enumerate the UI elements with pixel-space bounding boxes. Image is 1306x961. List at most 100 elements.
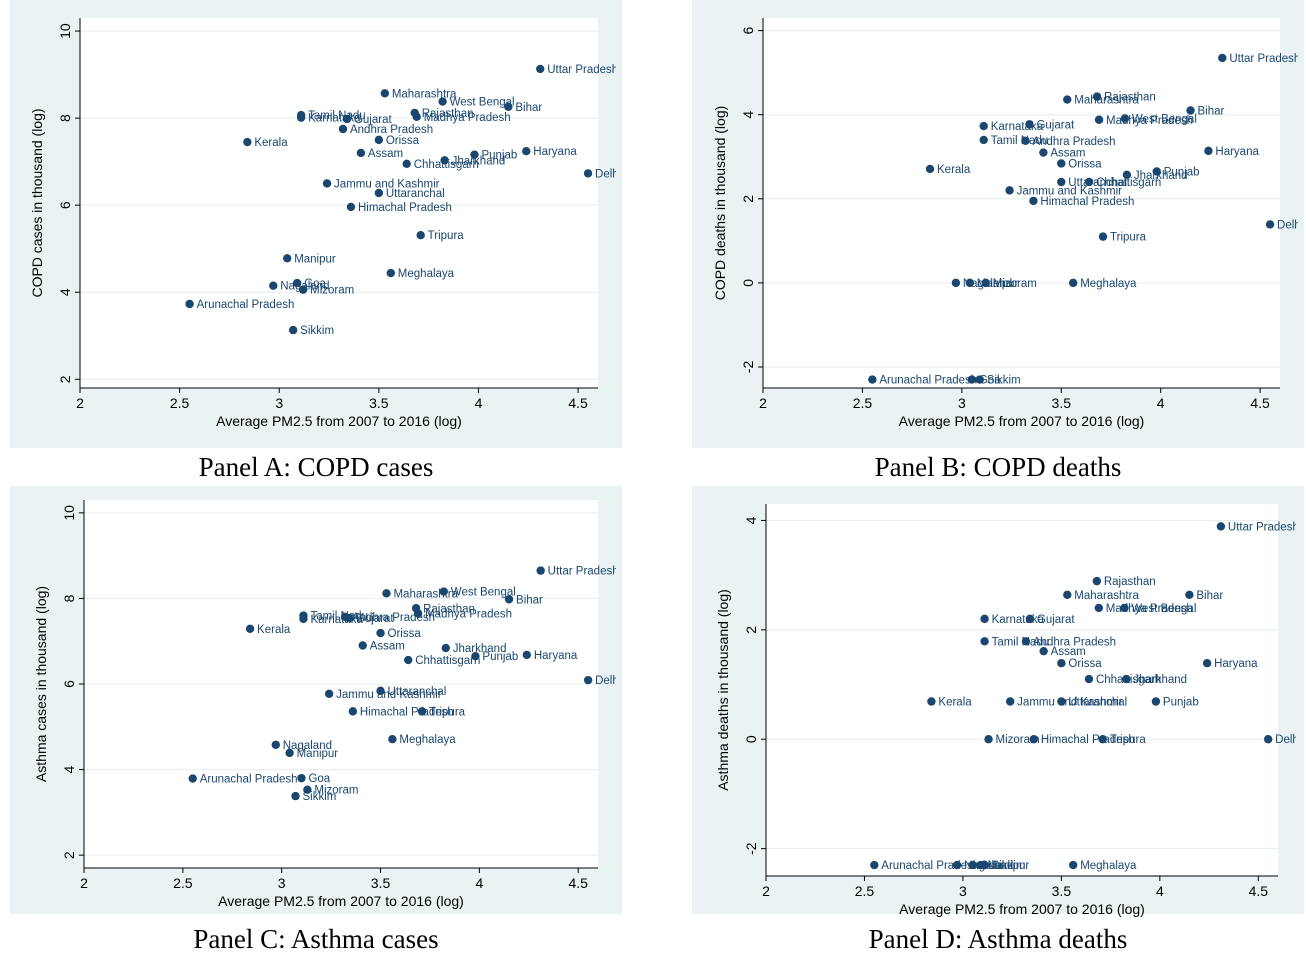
- data-point: [388, 735, 397, 744]
- data-point: [1120, 114, 1130, 123]
- data-point-label: Punjab: [481, 150, 517, 162]
- data-point: [979, 135, 988, 145]
- panel-c: 2 2.5 3 3.5 4 4.5 2 4 6 8 10 Average PM2.5 from 200…: [10, 486, 622, 914]
- data-point: [1092, 576, 1102, 586]
- data-point-label: West Bengal: [1131, 603, 1196, 615]
- data-point: [1039, 646, 1048, 656]
- data-point-label: Kerala: [257, 624, 291, 636]
- y-tick-label: 4: [740, 111, 756, 119]
- data-point: [376, 628, 385, 638]
- data-point-label: Goa: [979, 375, 1001, 387]
- data-point-label: Gujarat: [1036, 119, 1075, 131]
- data-point: [981, 278, 990, 288]
- data-point-label: West Bengal: [1132, 113, 1197, 125]
- data-point: [980, 637, 989, 646]
- data-point-label: Maharashtra: [1074, 590, 1139, 602]
- data-point-label: Maharashtra: [392, 88, 457, 100]
- y-tick-label: 8: [57, 114, 73, 122]
- data-point: [356, 148, 366, 158]
- y-tick-label: 8: [61, 594, 77, 602]
- panel-b: 2 2.5 3 3.5 4 4.5 -2 0 2 4 6 Average PM2.5 from 200…: [692, 0, 1304, 448]
- data-point-label: Bihar: [515, 102, 542, 114]
- data-point: [346, 202, 356, 212]
- data-point: [439, 587, 448, 596]
- data-point-label: Jammu and Kashmir: [1017, 185, 1123, 197]
- y-tick-label: 4: [743, 516, 759, 524]
- data-point: [1216, 522, 1226, 531]
- data-point: [927, 697, 936, 706]
- data-point-label: Goa: [308, 773, 330, 785]
- data-point-label: Nagaland: [283, 740, 332, 752]
- data-point-label: Gujarat: [1037, 614, 1076, 626]
- x-axis-title: Average PM2.5 from 2007 to 2016 (log): [899, 901, 1145, 917]
- data-point-label: Haryana: [1214, 658, 1258, 670]
- y-tick-label: 10: [61, 505, 77, 521]
- x-tick-label: 4.5: [1249, 883, 1269, 899]
- data-point: [413, 609, 423, 618]
- scatter-chart-c: 2 2.5 3 3.5 4 4.5 2 4 6 8 10 Average PM2.5 from 200…: [33, 500, 621, 909]
- x-tick-label: 4: [475, 875, 483, 891]
- data-point: [322, 179, 332, 188]
- data-point-label: Mizoram: [314, 785, 358, 797]
- data-point-label: Uttaranchal: [1068, 696, 1127, 708]
- x-tick-label: 2: [762, 883, 770, 899]
- y-tick-label: -2: [743, 842, 759, 855]
- data-point: [386, 268, 395, 278]
- data-point: [470, 150, 479, 159]
- y-tick-label: 2: [57, 375, 73, 383]
- data-point: [1029, 735, 1039, 744]
- data-point-label: Delhi: [595, 675, 621, 687]
- x-tick-label: 4: [1157, 395, 1165, 411]
- data-points: Uttar Pradesh Rajasthan Maharashtra Bihar Ma…: [870, 521, 1301, 872]
- data-point-label: Mizoram: [996, 734, 1040, 746]
- data-point-label: Rajasthan: [423, 603, 475, 615]
- data-point-label: Goa: [304, 278, 326, 290]
- data-point-label: Sikkim: [303, 791, 337, 803]
- y-tick-label: 6: [57, 201, 73, 209]
- data-point: [412, 112, 421, 122]
- chart-area-b: 2 2.5 3 3.5 4 4.5 -2 0 2 4 6 Average PM2.5 from 200…: [692, 0, 1304, 448]
- panel-caption-d: Panel D: Asthma deaths: [868, 924, 1128, 954]
- x-tick-label: 3: [958, 395, 966, 411]
- data-point-label: Haryana: [533, 146, 577, 158]
- data-point: [925, 164, 935, 174]
- data-point-label: Himachal Pradesh: [358, 202, 452, 214]
- data-point: [1092, 92, 1102, 101]
- data-point: [344, 613, 354, 623]
- data-point: [1057, 658, 1066, 668]
- data-point-label: Jharkhand: [453, 643, 507, 655]
- data-point: [417, 707, 427, 716]
- data-point-label: Delhi: [1275, 734, 1301, 746]
- data-point-label: Orissa: [1068, 158, 1102, 170]
- data-point: [980, 614, 989, 624]
- x-tick-label: 2.5: [853, 395, 873, 411]
- data-point: [382, 589, 391, 598]
- data-point: [868, 375, 877, 384]
- data-point-label: Himachal Pradesh: [360, 706, 454, 718]
- y-tick-label: 4: [57, 288, 73, 296]
- data-point: [1057, 697, 1066, 706]
- data-point: [967, 375, 976, 384]
- data-point: [402, 159, 411, 169]
- x-tick-label: 3.5: [369, 395, 389, 411]
- x-tick-label: 3: [278, 875, 286, 891]
- data-point: [1185, 590, 1194, 600]
- data-point-label: Manipur: [988, 860, 1030, 872]
- data-point: [1263, 735, 1273, 744]
- data-point-label: Rajasthan: [1104, 92, 1156, 104]
- data-point: [1098, 735, 1107, 744]
- data-point: [1152, 167, 1161, 176]
- x-tick-label: 3.5: [1052, 883, 1072, 899]
- data-point: [1057, 177, 1066, 187]
- data-point-label: Kerala: [937, 164, 971, 176]
- data-point: [965, 278, 974, 288]
- x-tick-label: 2.5: [855, 883, 875, 899]
- data-point-label: Uttaranchal: [388, 686, 447, 698]
- panel-caption-b: Panel B: COPD deaths: [874, 452, 1122, 482]
- data-point-label: Tripura: [1110, 232, 1147, 244]
- data-point-label: Tripura: [428, 230, 465, 242]
- data-point: [504, 102, 513, 112]
- data-point: [188, 774, 197, 783]
